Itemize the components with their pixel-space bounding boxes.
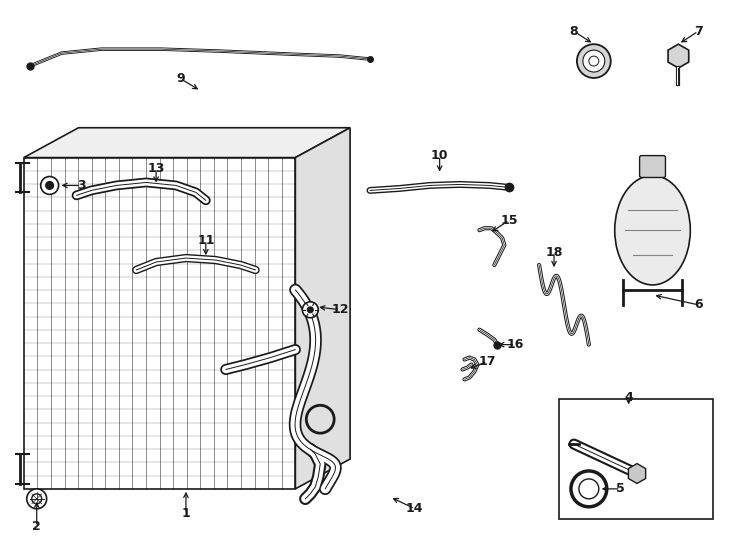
Circle shape bbox=[302, 302, 319, 318]
Text: 1: 1 bbox=[181, 507, 190, 520]
Text: 17: 17 bbox=[479, 355, 496, 368]
Text: 12: 12 bbox=[331, 303, 349, 316]
Polygon shape bbox=[628, 463, 646, 483]
Text: 9: 9 bbox=[177, 72, 185, 85]
Text: 15: 15 bbox=[501, 214, 518, 227]
Text: 8: 8 bbox=[570, 25, 578, 38]
Bar bbox=[559, 400, 713, 519]
Polygon shape bbox=[23, 128, 350, 158]
Circle shape bbox=[40, 177, 59, 194]
Text: 4: 4 bbox=[625, 391, 633, 404]
Text: 13: 13 bbox=[148, 162, 164, 175]
Text: 14: 14 bbox=[406, 502, 424, 515]
Text: 11: 11 bbox=[197, 234, 214, 247]
Circle shape bbox=[26, 489, 47, 509]
Text: 7: 7 bbox=[694, 25, 702, 38]
Circle shape bbox=[46, 181, 54, 190]
Text: 6: 6 bbox=[694, 298, 702, 312]
Ellipse shape bbox=[614, 176, 691, 285]
Text: 16: 16 bbox=[506, 338, 524, 351]
Circle shape bbox=[583, 50, 605, 72]
Polygon shape bbox=[23, 158, 295, 489]
FancyBboxPatch shape bbox=[639, 156, 666, 178]
Polygon shape bbox=[668, 44, 688, 68]
Text: 5: 5 bbox=[617, 482, 625, 495]
Circle shape bbox=[308, 307, 313, 313]
Text: 10: 10 bbox=[431, 149, 448, 162]
Text: 18: 18 bbox=[545, 246, 563, 259]
Text: 2: 2 bbox=[32, 520, 41, 533]
Polygon shape bbox=[295, 128, 350, 489]
Circle shape bbox=[577, 44, 611, 78]
Text: 3: 3 bbox=[77, 179, 86, 192]
